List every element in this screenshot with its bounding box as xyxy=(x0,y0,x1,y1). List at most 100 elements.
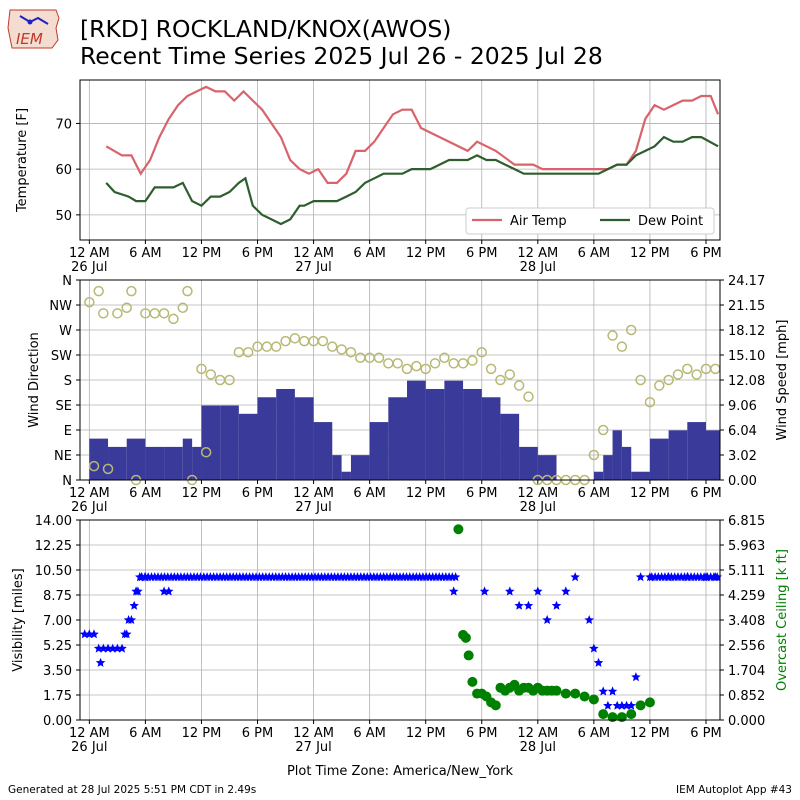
wind-speed-bar xyxy=(481,397,501,480)
visibility-star xyxy=(631,672,641,682)
x-tick-label: 12 PM xyxy=(630,726,670,741)
visibility-star xyxy=(523,600,534,610)
wind-dir-tick-label: W xyxy=(59,324,72,339)
series-title: Recent Time Series 2025 Jul 26 - 2025 Ju… xyxy=(80,42,603,70)
wind-speed-tick-label: 24.17 xyxy=(728,274,765,289)
x-tick-label: 6 PM xyxy=(466,486,497,501)
wind-dir-marker xyxy=(682,363,693,375)
temp-tick-label: 60 xyxy=(55,163,72,178)
wind-speed-bar xyxy=(294,397,314,480)
ceiling-dot xyxy=(588,694,599,705)
wind-speed-bar xyxy=(89,438,109,480)
wind-dir-marker xyxy=(457,358,469,369)
wind-speed-bar xyxy=(108,446,127,480)
visibility-tick-label: 3.50 xyxy=(43,664,72,679)
wind-dir-marker xyxy=(93,285,104,297)
generated-note: Generated at 28 Jul 2025 5:51 PM CDT in … xyxy=(8,784,257,796)
ceiling-dot xyxy=(453,524,464,535)
visibility-star xyxy=(584,615,594,624)
wind-speed-bar xyxy=(407,380,426,480)
wind-dir-marker xyxy=(177,302,189,314)
x-tick-label: 6 PM xyxy=(466,246,497,261)
x-tick-label: 6 PM xyxy=(242,486,273,501)
wind-speed-tick-label: 9.06 xyxy=(728,399,757,414)
ceiling-dot xyxy=(579,691,590,702)
wind-dir-marker xyxy=(88,460,100,472)
visibility-star xyxy=(505,586,515,596)
wind-speed-tick-label: 18.12 xyxy=(728,324,765,339)
x-date-label: 28 Jul xyxy=(520,500,556,515)
wind-dir-marker xyxy=(149,308,160,319)
wind-dir-marker xyxy=(261,341,273,352)
wind-dir-marker xyxy=(616,341,628,352)
ceiling-axis-label: Overcast Ceiling [k ft] xyxy=(775,549,790,691)
ceiling-tick-label: 6.815 xyxy=(728,514,765,529)
wind-dir-marker xyxy=(654,380,665,391)
wind-speed-bar xyxy=(687,422,706,480)
wind-dir-marker xyxy=(336,344,347,355)
wind-speed-bar xyxy=(350,455,370,480)
ceiling-dot xyxy=(551,685,562,696)
visibility-star xyxy=(561,586,571,596)
iem-logo: IEM xyxy=(6,8,62,50)
wind-speed-bar xyxy=(593,471,604,480)
visibility-star xyxy=(663,572,674,582)
wind-dir-marker xyxy=(289,333,301,344)
ceiling-tick-label: 5.111 xyxy=(728,564,765,579)
x-date-label: 26 Jul xyxy=(71,740,107,755)
ceiling-dot xyxy=(598,709,609,720)
ceiling-dot xyxy=(626,709,637,720)
visibility-star xyxy=(635,572,646,582)
wind-dir-tick-label: SE xyxy=(56,399,72,414)
wind-dir-marker xyxy=(411,360,422,372)
visibility-star xyxy=(645,572,655,582)
legend-label-dew-point: Dew Point xyxy=(638,214,703,229)
visibility-star xyxy=(701,572,711,582)
wind-dir-marker xyxy=(196,363,207,375)
wind-speed-bar xyxy=(220,405,239,480)
ceiling-dot xyxy=(460,632,471,643)
ceiling-dot xyxy=(490,700,501,711)
wind-dir-tick-label: NW xyxy=(49,299,72,314)
wind-speed-bar xyxy=(705,430,720,480)
x-date-label: 28 Jul xyxy=(520,260,556,275)
wind-dir-marker xyxy=(420,363,431,375)
x-tick-label: 12 AM xyxy=(293,246,334,261)
wind-dir-marker xyxy=(663,374,674,386)
x-tick-label: 6 AM xyxy=(129,486,162,501)
wind-dir-marker xyxy=(467,355,478,366)
wind-dir-tick-label: S xyxy=(64,374,72,389)
visibility-star xyxy=(710,572,721,582)
wind-dir-marker xyxy=(280,335,291,347)
visibility-star xyxy=(107,643,118,653)
visibility-star xyxy=(449,586,459,596)
visibility-star xyxy=(117,643,127,653)
dew-point-line xyxy=(105,135,719,226)
wind-speed-bar xyxy=(257,397,277,480)
app-label: IEM Autoplot App #43 xyxy=(676,784,792,796)
wind-dir-marker xyxy=(121,302,132,314)
ceiling-tick-label: 5.963 xyxy=(728,539,765,554)
ceiling-dot xyxy=(644,697,655,708)
x-tick-label: 6 AM xyxy=(578,726,611,741)
wind-dir-axis-label: Wind Direction xyxy=(27,332,42,428)
ceiling-tick-label: 3.408 xyxy=(728,614,765,629)
ceiling-dot xyxy=(607,712,618,723)
visibility-star xyxy=(626,700,636,710)
visibility-star xyxy=(551,600,562,610)
x-tick-label: 12 AM xyxy=(69,246,110,261)
visibility-star xyxy=(593,657,604,667)
visibility-star xyxy=(589,643,599,653)
ceiling-tick-label: 4.259 xyxy=(728,589,765,604)
wind-speed-bar xyxy=(192,446,202,480)
wind-dir-marker xyxy=(672,369,684,380)
wind-dir-marker xyxy=(98,308,109,319)
wind-panel-frame xyxy=(79,279,721,481)
wind-dir-tick-label: N xyxy=(62,474,72,489)
ceiling-dot xyxy=(467,676,478,687)
x-tick-label: 6 AM xyxy=(353,726,386,741)
visibility-star xyxy=(607,686,618,696)
wind-dir-marker xyxy=(168,313,179,325)
wind-speed-bar xyxy=(182,438,193,480)
